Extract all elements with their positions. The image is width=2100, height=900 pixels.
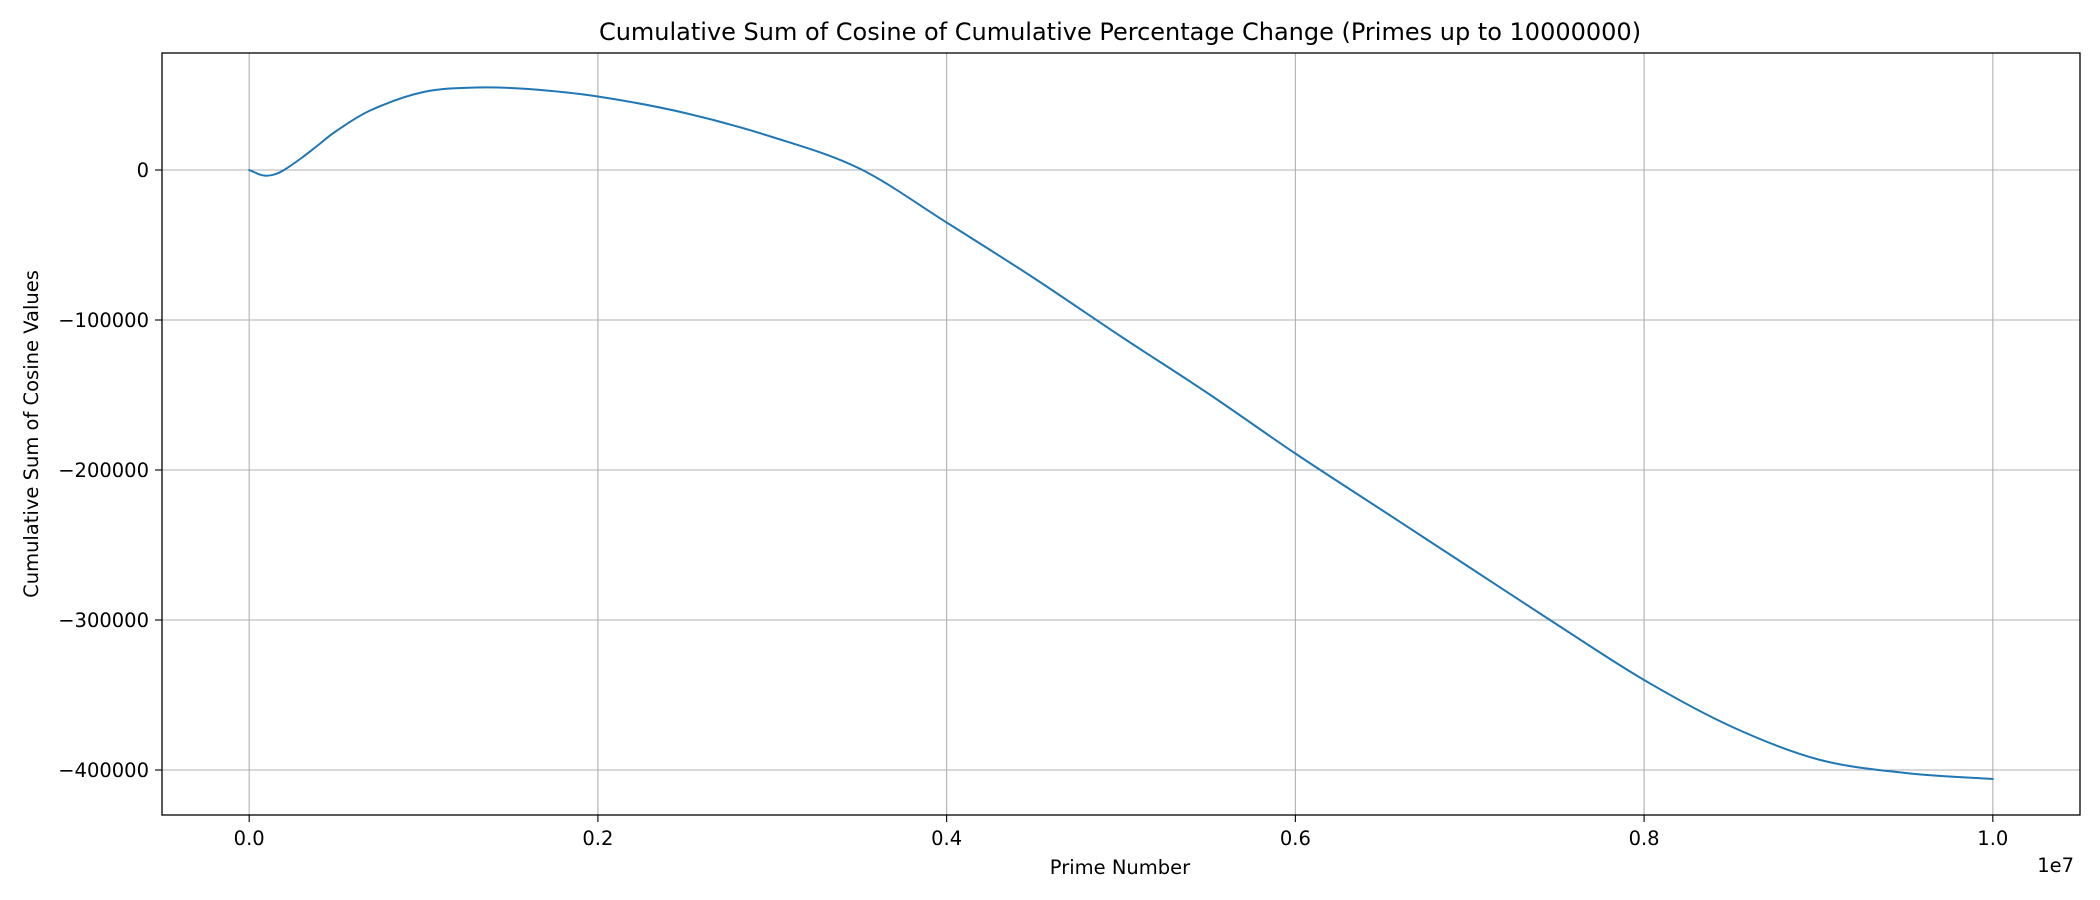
- plot-frame: [161, 52, 2081, 816]
- x-tick-label: 0.2: [582, 827, 613, 850]
- x-tick-label: 0.4: [931, 827, 962, 850]
- y-tick-label: −400000: [58, 759, 149, 782]
- x-tick-label: 1.0: [1977, 827, 2008, 850]
- x-axis-offset-label: 1e7: [2037, 854, 2074, 877]
- y-axis-label: Cumulative Sum of Cosine Values: [20, 270, 43, 598]
- chart-title: Cumulative Sum of Cosine of Cumulative P…: [599, 18, 1641, 46]
- axis-ticks: 0.0 0.2 0.4 0.6 0.8 1.0 0 −100000 −200000 −300000…: [58, 159, 2008, 850]
- series-line: [248, 86, 1994, 780]
- x-tick-label: 0.0: [234, 827, 265, 850]
- x-axis-label: Prime Number: [1050, 856, 1191, 879]
- y-tick-label: −200000: [58, 459, 149, 482]
- y-tick-label: −300000: [58, 609, 149, 632]
- grid-lines: [162, 53, 2080, 815]
- y-tick-label: −100000: [58, 309, 149, 332]
- series-layer: [248, 86, 1994, 780]
- x-tick-label: 0.8: [1629, 827, 1660, 850]
- x-tick-label: 0.6: [1280, 827, 1311, 850]
- y-tick-label: 0: [137, 159, 149, 182]
